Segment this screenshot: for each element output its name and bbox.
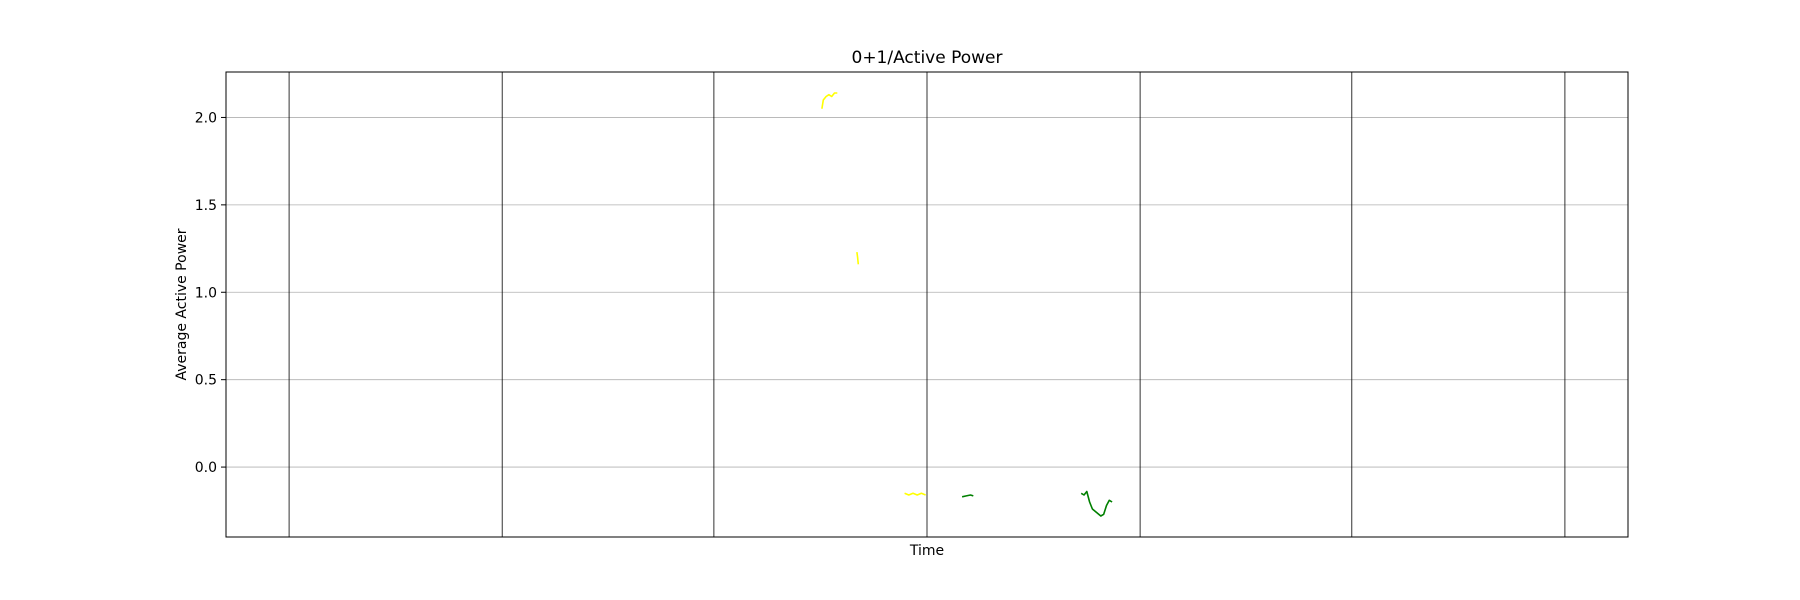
series-1-segment-1 (1080, 490, 1113, 517)
tick-layer: 0.0 0.5 1.0 1.5 2.0 (195, 110, 226, 476)
series-1-segment-0 (961, 494, 974, 498)
y-tick-label: 1.0 (195, 285, 217, 301)
y-tick-label: 1.5 (195, 198, 217, 214)
data-layer (821, 92, 1113, 517)
chart-title: 0+1/Active Power (852, 48, 1003, 68)
plot-frame (225, 71, 1629, 538)
y-tick-label: 2.0 (195, 110, 217, 126)
y-tick-label: 0.0 (195, 460, 217, 476)
y-tick-label: 0.5 (195, 373, 217, 389)
series-0-segment-1 (856, 251, 860, 265)
grid-layer (226, 72, 1628, 537)
y-axis-label: Average Active Power (174, 228, 190, 380)
x-axis-label: Time (909, 543, 944, 559)
series-0-segment-0 (821, 92, 838, 109)
series-0-segment-2 (904, 492, 926, 496)
